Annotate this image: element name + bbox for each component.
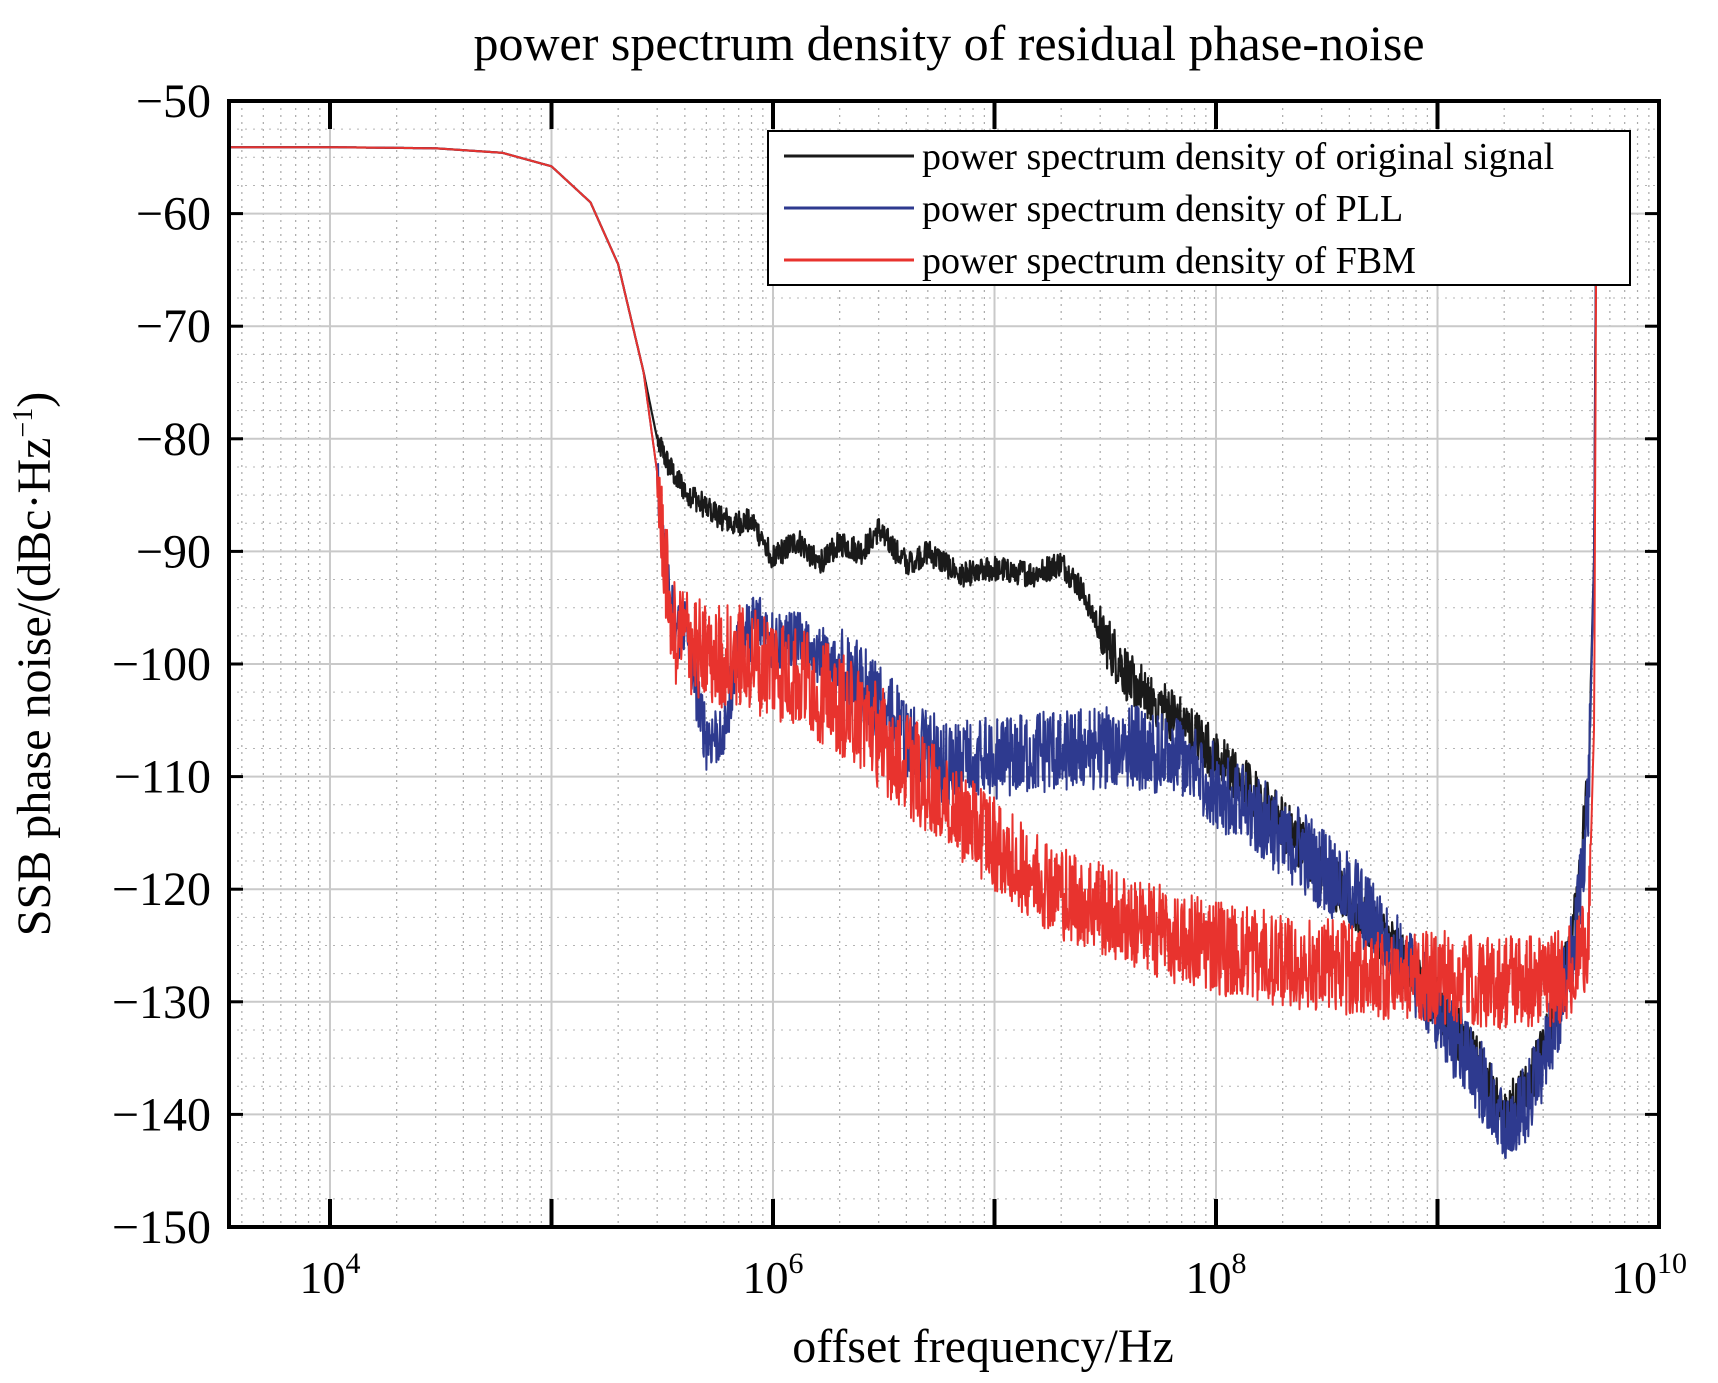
y-axis-label-superscript: −1 — [8, 408, 39, 438]
legend: power spectrum density of original signa… — [767, 130, 1631, 286]
y-tick-label: −100 — [112, 638, 211, 691]
x-tick-label-exponent: 6 — [788, 1247, 803, 1280]
chart-title: power spectrum density of residual phase… — [473, 15, 1424, 71]
legend-label: power spectrum density of original signa… — [922, 136, 1554, 178]
x-axis-tick-labels: 104 106 108 1010 — [299, 1247, 1687, 1303]
x-tick-label: 106 — [742, 1247, 803, 1303]
series-layer — [228, 146, 1598, 1159]
legend-label: power spectrum density of FBM — [922, 240, 1416, 282]
y-tick-label: −110 — [114, 751, 211, 804]
y-tick-label: −150 — [112, 1201, 211, 1254]
x-axis-ticks — [327, 101, 1661, 1227]
minor-grid — [229, 101, 1659, 1227]
y-tick-label: −130 — [112, 976, 211, 1029]
y-tick-label: −90 — [136, 525, 211, 578]
x-tick-label-exponent: 10 — [1657, 1247, 1687, 1280]
x-tick-label: 1010 — [1611, 1247, 1687, 1303]
y-tick-label: −50 — [136, 75, 211, 128]
y-tick-label: −60 — [136, 188, 211, 241]
series-line-fbm — [228, 146, 1598, 1030]
y-axis-tick-labels: −50 −60 −70 −80 −90 −100 −110 −120 −130 −140 −150 — [112, 75, 211, 1254]
x-tick-label-base: 10 — [299, 1252, 345, 1303]
y-tick-label: −120 — [112, 863, 211, 916]
y-axis-label: SSB phase noise/(dBc·Hz−1) — [8, 392, 61, 936]
x-tick-label-exponent: 8 — [1231, 1247, 1246, 1280]
x-tick-label-base: 10 — [742, 1252, 788, 1303]
y-axis-label-main: SSB phase noise/(dBc·Hz — [8, 438, 61, 937]
x-tick-label-exponent: 4 — [345, 1247, 360, 1280]
y-axis-ticks — [229, 99, 1659, 1229]
y-tick-label: −140 — [112, 1088, 211, 1141]
x-tick-label-base: 10 — [1611, 1252, 1657, 1303]
y-tick-label: −70 — [136, 300, 211, 353]
x-tick-label: 104 — [299, 1247, 360, 1303]
x-tick-label: 108 — [1185, 1247, 1246, 1303]
legend-items: power spectrum density of original signa… — [784, 136, 1554, 282]
x-axis-label: offset frequency/Hz — [792, 1320, 1174, 1373]
x-tick-label-base: 10 — [1185, 1252, 1231, 1303]
y-axis-label-close: ) — [8, 392, 61, 408]
y-tick-label: −80 — [136, 413, 211, 466]
legend-label: power spectrum density of PLL — [922, 188, 1403, 230]
